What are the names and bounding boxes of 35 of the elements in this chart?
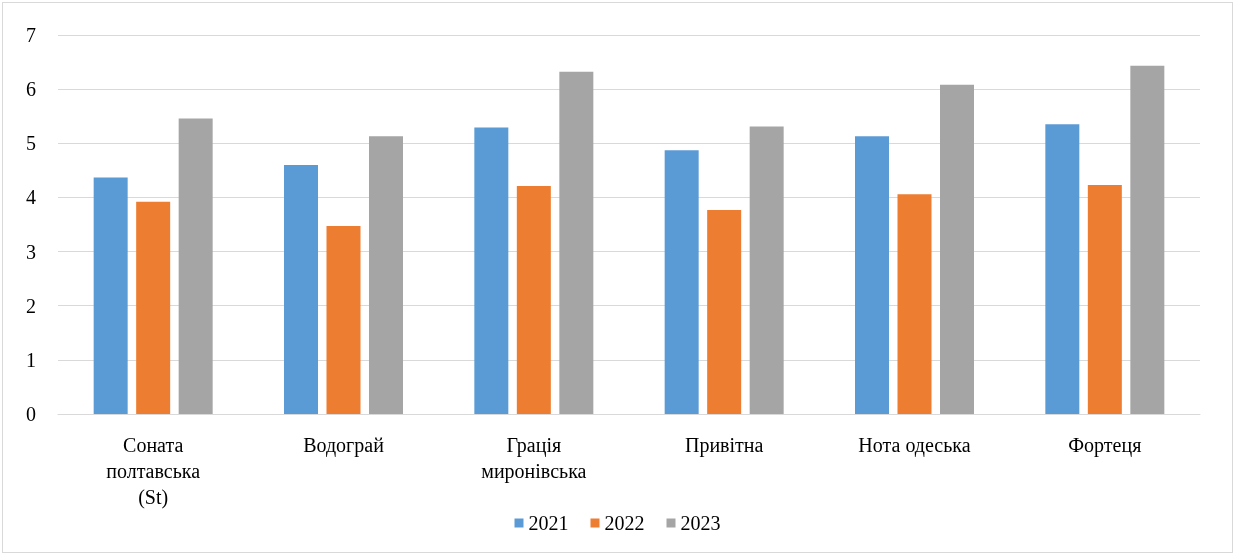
legend-label: 2023 (680, 512, 721, 534)
bar (1130, 65, 1165, 414)
y-tick-label: 0 (26, 403, 36, 425)
legend-label: 2021 (528, 512, 569, 534)
bar (749, 126, 784, 414)
bar (1045, 124, 1080, 414)
bar (178, 118, 213, 414)
y-tick-label: 1 (26, 348, 36, 371)
x-tick-label: Привітна (684, 434, 764, 457)
bar (855, 136, 889, 414)
bar (284, 164, 318, 414)
bar (474, 127, 509, 414)
bar (664, 150, 699, 414)
y-tick-label: 6 (26, 78, 36, 101)
bar (940, 84, 974, 414)
bar (897, 194, 932, 414)
y-tick-label: 7 (26, 24, 36, 46)
x-tick-label: Фортеця (1068, 434, 1142, 457)
bar (559, 71, 594, 414)
legend-label: 2022 (604, 512, 645, 534)
bar (93, 177, 128, 414)
bar (326, 226, 361, 414)
y-tick-label: 3 (26, 240, 36, 263)
x-tick-label: Нота одеська (858, 434, 971, 457)
bar (707, 209, 742, 414)
x-tick-label: Грація миронівська (481, 434, 587, 483)
bar (369, 136, 403, 414)
x-tick-label: Соната полтавська (St) (106, 434, 201, 509)
bar (516, 186, 551, 414)
x-tick-label: Водограй (303, 434, 385, 457)
bar (136, 201, 171, 414)
bar (1087, 184, 1122, 414)
y-tick-label: 4 (26, 186, 36, 209)
y-tick-label: 5 (26, 132, 36, 155)
y-tick-label: 2 (26, 294, 36, 317)
